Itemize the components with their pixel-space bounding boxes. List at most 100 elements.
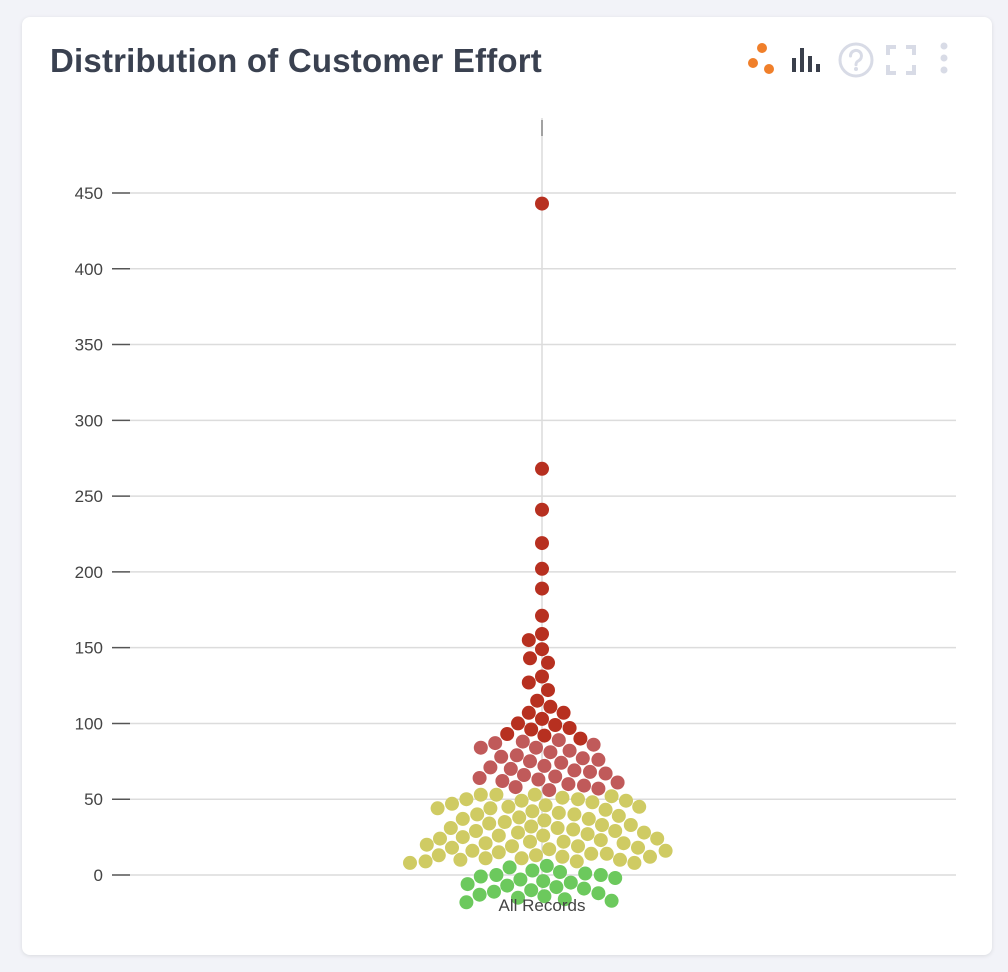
data-point[interactable] xyxy=(521,705,536,720)
data-point[interactable] xyxy=(580,827,595,842)
data-point[interactable] xyxy=(557,892,572,907)
data-point[interactable] xyxy=(562,743,577,758)
data-point[interactable] xyxy=(521,675,536,690)
data-point[interactable] xyxy=(514,851,529,866)
data-point[interactable] xyxy=(599,846,614,861)
data-point[interactable] xyxy=(551,805,566,820)
data-point[interactable] xyxy=(551,733,566,748)
data-point[interactable] xyxy=(583,764,597,779)
data-point[interactable] xyxy=(537,758,552,773)
data-point[interactable] xyxy=(604,893,619,908)
data-point[interactable] xyxy=(586,737,601,752)
data-point[interactable] xyxy=(575,751,590,766)
data-point[interactable] xyxy=(509,748,524,763)
data-point[interactable] xyxy=(472,771,487,785)
data-point[interactable] xyxy=(542,783,557,798)
data-point[interactable] xyxy=(491,828,506,843)
data-point[interactable] xyxy=(623,818,638,832)
data-point[interactable] xyxy=(537,728,552,743)
data-point[interactable] xyxy=(550,821,565,835)
data-point[interactable] xyxy=(494,749,509,764)
data-point[interactable] xyxy=(631,840,645,855)
data-point[interactable] xyxy=(577,881,591,896)
data-point[interactable] xyxy=(478,851,493,866)
data-point[interactable] xyxy=(610,775,625,790)
data-point[interactable] xyxy=(537,889,552,904)
data-point[interactable] xyxy=(591,886,606,901)
data-point[interactable] xyxy=(598,766,613,781)
data-point[interactable] xyxy=(525,863,540,878)
data-point[interactable] xyxy=(487,884,501,899)
data-point[interactable] xyxy=(556,834,571,849)
data-point[interactable] xyxy=(535,608,549,623)
data-point[interactable] xyxy=(535,642,549,657)
data-point[interactable] xyxy=(473,869,488,884)
data-point[interactable] xyxy=(473,787,488,802)
data-point[interactable] xyxy=(571,839,585,854)
data-point[interactable] xyxy=(584,846,599,861)
data-point[interactable] xyxy=(554,755,569,770)
data-point[interactable] xyxy=(515,734,530,749)
data-point[interactable] xyxy=(548,769,563,784)
data-point[interactable] xyxy=(535,461,549,476)
data-point[interactable] xyxy=(465,843,480,858)
data-point[interactable] xyxy=(536,828,551,843)
data-point[interactable] xyxy=(495,774,510,788)
data-point[interactable] xyxy=(514,793,529,808)
data-point[interactable] xyxy=(459,792,474,807)
data-point[interactable] xyxy=(535,196,549,211)
data-point[interactable] xyxy=(595,818,609,832)
data-point[interactable] xyxy=(658,843,673,858)
data-point[interactable] xyxy=(593,833,608,848)
data-point[interactable] xyxy=(470,807,485,822)
data-point[interactable] xyxy=(536,874,551,889)
data-point[interactable] xyxy=(555,849,570,864)
data-point[interactable] xyxy=(483,760,498,775)
data-point[interactable] xyxy=(541,683,555,698)
data-point[interactable] xyxy=(524,819,539,834)
data-point[interactable] xyxy=(538,798,553,813)
data-point[interactable] xyxy=(469,824,483,838)
data-point[interactable] xyxy=(511,825,525,840)
data-point[interactable] xyxy=(500,727,515,741)
data-point[interactable] xyxy=(445,796,459,811)
data-point[interactable] xyxy=(489,787,504,802)
data-point[interactable] xyxy=(529,740,543,755)
data-point[interactable] xyxy=(556,705,571,720)
data-point[interactable] xyxy=(459,895,474,910)
data-point[interactable] xyxy=(524,883,539,898)
data-point[interactable] xyxy=(502,860,517,875)
data-point[interactable] xyxy=(500,878,515,893)
data-point[interactable] xyxy=(650,831,665,846)
data-point[interactable] xyxy=(453,852,468,867)
data-point[interactable] xyxy=(563,875,578,890)
data-point[interactable] xyxy=(566,822,581,837)
data-point[interactable] xyxy=(542,842,557,857)
data-point[interactable] xyxy=(491,845,506,860)
data-point[interactable] xyxy=(472,887,487,902)
data-point[interactable] xyxy=(482,816,497,831)
data-point[interactable] xyxy=(548,718,563,732)
data-point[interactable] xyxy=(535,536,549,551)
data-point[interactable] xyxy=(488,736,503,751)
data-point[interactable] xyxy=(608,824,623,838)
data-point[interactable] xyxy=(573,731,588,746)
data-point[interactable] xyxy=(543,745,558,760)
data-point[interactable] xyxy=(591,781,606,796)
data-point[interactable] xyxy=(431,848,446,863)
data-point[interactable] xyxy=(455,811,470,826)
data-point[interactable] xyxy=(543,699,558,714)
data-point[interactable] xyxy=(541,655,555,670)
more-options-icon[interactable] xyxy=(924,40,964,80)
fullscreen-icon[interactable] xyxy=(881,40,921,80)
data-point[interactable] xyxy=(511,716,525,731)
data-point[interactable] xyxy=(627,855,642,870)
data-point[interactable] xyxy=(562,721,577,735)
data-point[interactable] xyxy=(535,627,549,641)
scatter-view-icon[interactable] xyxy=(742,40,782,80)
data-point[interactable] xyxy=(567,763,582,778)
data-point[interactable] xyxy=(478,836,493,851)
data-point[interactable] xyxy=(535,502,549,517)
data-point[interactable] xyxy=(553,865,567,879)
data-point[interactable] xyxy=(604,789,619,804)
